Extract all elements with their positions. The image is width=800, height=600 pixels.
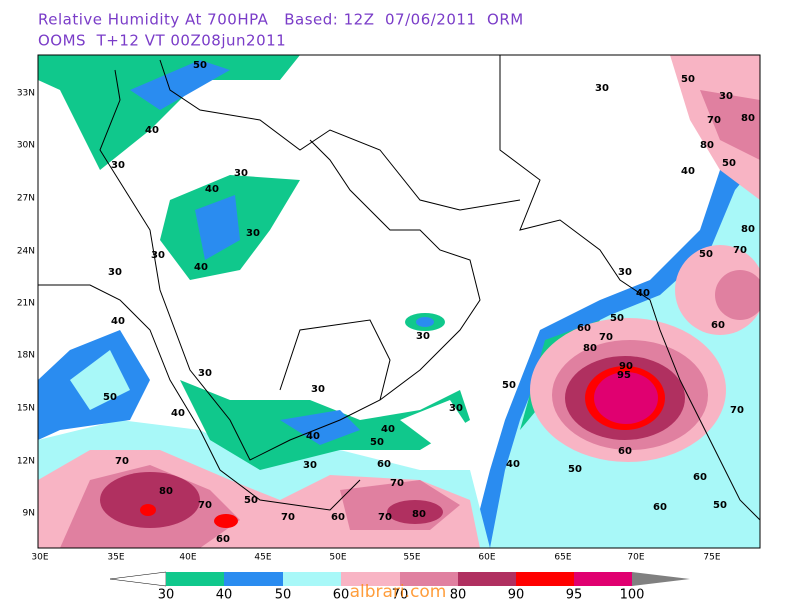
contour-label: 70 [390,478,404,489]
lon-label: 55E [403,553,420,563]
contour-label: 80 [700,140,714,151]
contour-label: 40 [381,424,395,435]
map: 33N 30N 27N 24N 21N 18N 15N 12N 9N 30E 3… [17,54,761,563]
title-line-1: Relative Humidity At 700HPA Based: 12Z 0… [38,11,524,29]
colorbar-label: 95 [566,588,583,600]
contour-label: 50 [722,158,736,169]
contour-label: 60 [693,472,707,483]
contour-label: 80 [412,509,426,520]
contour-label: 40 [506,459,520,470]
contour-label: 30 [595,83,609,94]
lat-label: 24N [17,247,35,257]
contour-label: 50 [568,464,582,475]
contour-label: 40 [145,125,159,136]
contour-label: 60 [711,320,725,331]
colorbar-label: 30 [158,588,175,600]
contour-label: 80 [159,486,173,497]
contour-label: 80 [583,343,597,354]
lon-label: 45E [254,553,271,563]
contour-label: 30 [719,91,733,102]
lat-label: 27N [17,194,35,204]
colorbar: 30 40 50 60 70 80 90 95 100 [109,571,690,600]
watermark: albrari.com [350,582,447,600]
lon-label: 60E [478,553,495,563]
contour-label: 50 [699,249,713,260]
contour-label: 30 [416,331,430,342]
contour-labels: 50 30 50 30 70 80 40 30 80 50 30 40 40 3… [103,60,755,545]
lat-label: 18N [17,351,35,361]
contour-label: 40 [194,262,208,273]
contour-label: 70 [733,245,747,256]
contour-label: 30 [234,168,248,179]
latitude-labels: 33N 30N 27N 24N 21N 18N 15N 12N 9N [17,89,35,519]
lat-label: 15N [17,404,35,414]
contour-label: 50 [681,74,695,85]
lat-label: 33N [17,89,35,99]
contour-label: 60 [653,502,667,513]
lon-label: 30E [31,553,48,563]
contour-label: 50 [193,60,207,71]
contour-label: 50 [610,313,624,324]
lat-label: 9N [23,509,35,519]
colorbar-label: 40 [216,588,233,600]
contour-label: 70 [707,115,721,126]
contour-label: 70 [730,405,744,416]
lat-label: 21N [17,299,35,309]
colorbar-label: 100 [620,588,645,600]
contour-label: 40 [306,431,320,442]
lon-label: 35E [107,553,124,563]
lon-label: 75E [703,553,720,563]
contour-label: 70 [599,332,613,343]
colorbar-label: 90 [508,588,525,600]
contour-label: 50 [370,437,384,448]
contour-label: 30 [246,228,260,239]
lat-label: 30N [17,141,35,151]
contour-label: 30 [449,403,463,414]
lon-label: 40E [179,553,196,563]
contour-label: 60 [618,446,632,457]
contour-label: 60 [577,323,591,334]
contour-label: 60 [377,459,391,470]
contour-label: 40 [111,316,125,327]
longitude-labels: 30E 35E 40E 45E 50E 55E 60E 65E 70E 75E [31,553,720,563]
contour-label: 30 [111,160,125,171]
colorbar-label: 70 [392,588,409,600]
contour-label: 30 [311,384,325,395]
contour-label: 70 [115,456,129,467]
colorbar-label: 80 [450,588,467,600]
colorbar-label: 50 [275,588,292,600]
contour-label: 50 [502,380,516,391]
contour-label: 40 [171,408,185,419]
contour-label: 70 [281,512,295,523]
contour-label: 70 [378,512,392,523]
contour-label: 30 [151,250,165,261]
contour-label: 50 [244,495,258,506]
contour-label: 60 [331,512,345,523]
contour-label: 30 [108,267,122,278]
lon-label: 70E [627,553,644,563]
lon-label: 65E [554,553,571,563]
contour-label: 30 [303,460,317,471]
contour-label: 70 [198,500,212,511]
contour-label: 40 [205,184,219,195]
contour-label: 60 [216,534,230,545]
contour-label: 40 [681,166,695,177]
contour-label: 95 [617,370,631,381]
contour-label: 90 [619,361,633,372]
contour-label: 80 [741,224,755,235]
contour-label: 80 [741,113,755,124]
contour-label: 50 [103,392,117,403]
colorbar-label: 60 [333,588,350,600]
lat-label: 12N [17,457,35,467]
contour-label: 40 [636,288,650,299]
contour-label: 30 [198,368,212,379]
lon-label: 50E [329,553,346,563]
contour-label: 30 [618,267,632,278]
title-line-2: OOMS T+12 VT 00Z08jun2011 [38,32,286,50]
contour-label: 50 [713,500,727,511]
